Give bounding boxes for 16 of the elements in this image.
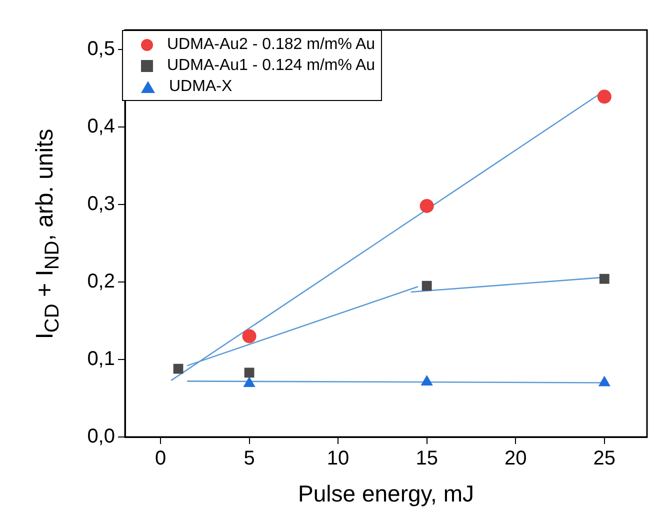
y-tick-label: 0,1 [87,348,115,370]
legend-label: UDMA-Au2 - 0.182 m/m% Au [167,36,376,54]
x-tick-label: 10 [326,448,350,470]
x-tick-label: 0 [154,448,166,470]
x-tick-label: 20 [504,448,527,470]
legend-label: UDMA-X [169,78,232,96]
x-tick-label: 5 [244,448,255,470]
y-tick-label: 0,2 [87,270,115,292]
y-tick-label: 0,3 [87,192,115,215]
y-tick-label: 0,0 [87,426,115,448]
legend-label: UDMA-Au1 - 0.124 m/m% Au [167,56,376,74]
y-tick-label: 0,4 [87,115,115,138]
y-tick-label: 0,5 [87,38,115,60]
x-tick-label: 25 [593,448,616,470]
x-tick-label: 15 [416,448,438,470]
x-axis-title: Pulse energy, mJ [298,480,474,507]
